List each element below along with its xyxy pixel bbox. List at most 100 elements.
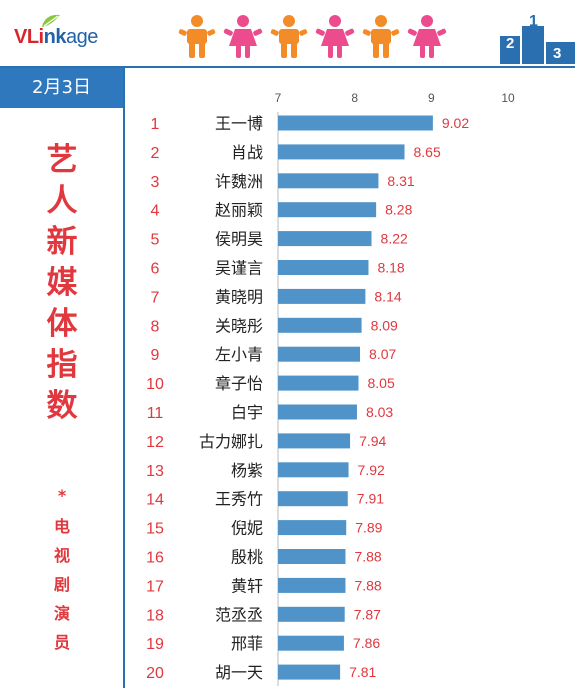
leaf-icon — [42, 14, 60, 27]
title-char: 人 — [46, 183, 78, 219]
rank-label: 12 — [146, 434, 164, 451]
person-female-icon — [223, 15, 263, 58]
vlinkage-logo: VLinkage — [14, 26, 98, 49]
category-label: 范丞丞 — [215, 605, 263, 624]
rank-label: 1 — [151, 116, 160, 133]
rank-label: 3 — [151, 174, 160, 191]
bar — [278, 577, 346, 593]
category-label: 胡一天 — [215, 663, 263, 682]
x-tick-label: 9 — [428, 91, 435, 105]
title-char: 指 — [46, 347, 78, 383]
person-female-icon — [315, 15, 355, 58]
subtitle-char: 员 — [53, 633, 70, 652]
x-tick-label: 8 — [351, 91, 358, 105]
rank-label: 7 — [151, 289, 160, 306]
rank-label: 9 — [151, 347, 160, 364]
category-label: 邢菲 — [231, 634, 263, 653]
rank-label: 8 — [151, 318, 160, 335]
person-male-icon — [178, 15, 216, 58]
rank-label: 2 — [151, 145, 160, 162]
subtitle-char: 电 — [53, 517, 70, 536]
value-label: 7.81 — [349, 664, 376, 680]
category-label: 赵丽颖 — [215, 201, 263, 220]
category-label: 古力娜扎 — [199, 432, 263, 451]
bar — [278, 231, 372, 247]
rank-label: 11 — [147, 405, 164, 422]
bar — [278, 404, 357, 420]
category-label: 王秀竹 — [215, 490, 263, 509]
logo-nk: nk — [43, 26, 67, 48]
podium-digit-2: 2 — [506, 35, 514, 52]
category-label: 王一博 — [215, 114, 263, 133]
person-male-icon — [270, 15, 308, 58]
title-char: 数 — [46, 388, 78, 424]
value-label: 7.89 — [355, 520, 382, 536]
category-label: 章子怡 — [215, 374, 263, 393]
value-label: 8.07 — [369, 346, 396, 362]
category-label: 左小青 — [215, 345, 263, 364]
value-label: 7.94 — [359, 433, 386, 449]
title-char: 体 — [46, 306, 78, 342]
category-label: 黄晓明 — [215, 287, 263, 306]
value-label: 8.09 — [371, 317, 398, 333]
podium-digit-1: 1 — [529, 13, 538, 30]
value-label: 8.03 — [366, 404, 393, 420]
value-label: 8.05 — [368, 375, 395, 391]
subtitle-char: 视 — [53, 546, 70, 565]
category-label: 杨紫 — [231, 461, 263, 480]
bar — [278, 606, 345, 622]
bar — [278, 346, 361, 362]
category-label: 吴谨言 — [215, 259, 263, 278]
rank-label: 6 — [151, 261, 160, 278]
bar — [278, 115, 433, 131]
logo-vl: VLi — [14, 26, 44, 48]
bar — [278, 491, 348, 507]
bar — [278, 635, 344, 651]
rank-label: 16 — [146, 550, 164, 567]
value-label: 8.65 — [414, 144, 441, 160]
bar — [278, 144, 405, 160]
rank-label: 19 — [146, 636, 164, 653]
subtitle-char: 剧 — [53, 575, 70, 594]
bar — [278, 202, 377, 218]
category-label: 许魏洲 — [215, 172, 263, 191]
value-label: 8.31 — [387, 173, 414, 189]
bar — [278, 288, 366, 304]
value-label: 7.86 — [353, 635, 380, 651]
category-label: 侯明昊 — [215, 230, 263, 249]
bar-chart: 7 8 9 10 1 王一博 9.02 2 肖战 8.65 3 许魏洲 8.31 4 赵丽颖 8.28 5 侯明昊… — [146, 91, 515, 686]
rank-label: 10 — [146, 376, 164, 393]
title-star: * — [57, 486, 67, 505]
category-label: 倪妮 — [231, 519, 263, 538]
title-char: 艺 — [46, 142, 78, 178]
rank-label: 5 — [151, 232, 160, 249]
subtitle-char: 演 — [53, 604, 70, 623]
header: VLinkage — [0, 0, 575, 68]
value-label: 7.91 — [357, 491, 384, 507]
rank-label: 4 — [151, 203, 160, 220]
value-label: 7.88 — [354, 549, 381, 565]
bar — [278, 433, 351, 449]
rank-label: 17 — [146, 578, 164, 595]
rank-label: 14 — [146, 492, 164, 509]
bar — [278, 260, 369, 275]
category-label: 肖战 — [231, 143, 263, 162]
bar — [278, 173, 379, 189]
bar — [278, 520, 347, 536]
title-char: 新 — [46, 224, 78, 260]
podium-digit-3: 3 — [553, 45, 561, 62]
value-label: 8.18 — [377, 260, 404, 276]
value-label: 8.28 — [385, 202, 412, 218]
people-icons — [178, 15, 447, 58]
x-tick-label: 10 — [501, 91, 515, 105]
person-female-icon — [407, 15, 447, 58]
category-label: 关晓彤 — [215, 316, 263, 335]
category-label: 黄轩 — [231, 576, 263, 595]
title-char: 媒 — [46, 265, 78, 301]
bar — [278, 317, 362, 333]
vertical-subtitle: 电 视 剧 演 员 — [24, 512, 100, 657]
left-panel — [0, 66, 125, 688]
value-label: 8.22 — [381, 231, 408, 247]
category-label: 殷桃 — [231, 548, 263, 567]
x-tick-label: 7 — [275, 91, 282, 105]
